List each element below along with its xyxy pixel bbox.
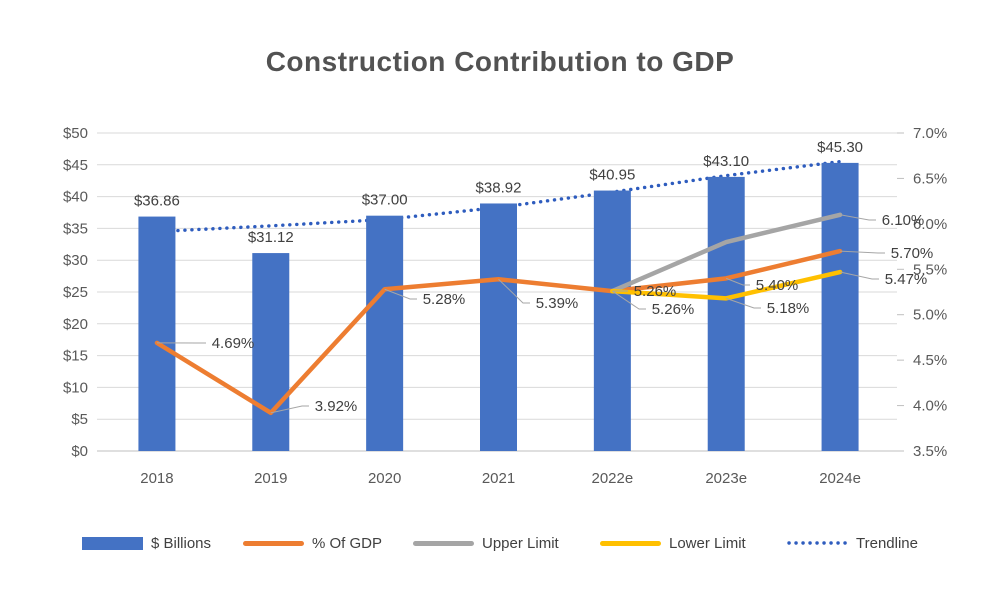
callout-leader-line [270, 405, 309, 414]
left-axis-tick: $50 [63, 125, 88, 142]
legend-label: $ Billions [151, 534, 212, 552]
legend-item-lower-limit: Lower Limit [600, 533, 746, 553]
bar-value-label: $31.12 [248, 229, 294, 246]
right-axis-tick: 4.5% [913, 352, 947, 369]
legend-label: Upper Limit [482, 534, 559, 552]
callout-leader-line [384, 288, 417, 300]
lower-limit-point-label: 5.47% [885, 271, 928, 288]
left-axis-tick: $5 [71, 411, 88, 428]
of-gdp-point-label: 5.40% [756, 277, 799, 294]
bar-2022e [593, 190, 631, 452]
bar-2023e [707, 176, 745, 451]
legend-label: Trendline [856, 534, 918, 552]
callout-leader-line [839, 271, 879, 280]
legend-item-upper-limit: Upper Limit [413, 533, 559, 553]
left-axis-tick: $15 [63, 348, 88, 365]
left-axis-tick: $20 [63, 316, 88, 333]
left-axis-tick: $25 [63, 284, 88, 301]
chart-title: Construction Contribution to GDP [265, 46, 735, 77]
bar-2019 [252, 253, 290, 451]
legend-item-trendline: Trendline [787, 533, 918, 553]
bar-value-label: $43.10 [703, 153, 749, 170]
lower-limit-swatch-icon [600, 540, 661, 546]
callout-leader-line [840, 250, 885, 254]
callout-leader-line [498, 278, 530, 304]
right-axis-tick: 3.5% [913, 443, 947, 460]
bar-value-label: $36.86 [134, 193, 180, 210]
of-gdp-point-label: 4.69% [212, 335, 255, 352]
legend-label: Lower Limit [669, 534, 746, 552]
callout-leader-line [726, 297, 761, 309]
left-axis-tick: $10 [63, 379, 88, 396]
bar-value-label: $38.92 [476, 179, 522, 196]
x-axis-category-label: 2023e [705, 470, 747, 487]
of-gdp-point-label: 3.92% [315, 398, 358, 415]
bar-value-label: $45.30 [817, 139, 863, 156]
left-axis-tick: $40 [63, 189, 88, 206]
bar-2024e [821, 162, 859, 451]
left-axis-tick: $45 [63, 157, 88, 174]
lower-limit-point-label: 5.26% [652, 301, 695, 318]
legend-item-of-gdp: % Of GDP [243, 533, 382, 553]
upper-limit-point-label: 6.10% [882, 212, 925, 229]
callout-leader-line [612, 290, 646, 310]
left-axis-tick: $0 [71, 443, 88, 460]
trendline-swatch-icon [787, 541, 848, 545]
lower-limit-point-label: 5.18% [767, 300, 810, 317]
of-gdp-point-label: 5.26% [634, 283, 677, 300]
right-axis-tick: 4.0% [913, 398, 947, 415]
x-axis-category-label: 2018 [140, 470, 173, 487]
right-axis-tick: 5.5% [913, 261, 947, 278]
x-axis-category-label: 2019 [254, 470, 287, 487]
upper-limit-line [610, 212, 843, 294]
x-axis-category-label: 2021 [482, 470, 515, 487]
callout-leader-line [839, 214, 876, 221]
x-axis-category-label: 2022e [591, 470, 633, 487]
of-gdp-point-label: 5.70% [891, 245, 934, 262]
of-gdp-point-label: 5.39% [536, 295, 579, 312]
upper-limit-swatch-icon [413, 540, 474, 546]
bar-value-label: $40.95 [589, 167, 635, 184]
of-gdp-swatch-icon [243, 540, 304, 546]
right-axis-tick: 7.0% [913, 125, 947, 142]
legend-label: % Of GDP [312, 534, 383, 552]
left-axis-tick: $30 [63, 252, 88, 269]
legend-item-billions: $ Billions [82, 533, 211, 553]
bar-2020 [366, 215, 404, 451]
bar-value-label: $37.00 [362, 192, 408, 209]
bar-2021 [480, 203, 517, 451]
x-axis-category-label: 2020 [368, 470, 401, 487]
left-axis-tick: $35 [63, 220, 88, 237]
right-axis-tick: 6.0% [913, 216, 947, 233]
right-axis-tick: 5.0% [913, 307, 947, 324]
of-gdp-point-label: 5.28% [423, 291, 466, 308]
bar-2018 [138, 216, 176, 451]
right-axis-tick: 6.5% [913, 170, 947, 187]
callout-leader-line [726, 277, 750, 286]
billions-swatch-icon [82, 536, 143, 550]
x-axis-category-label: 2024e [819, 470, 861, 487]
